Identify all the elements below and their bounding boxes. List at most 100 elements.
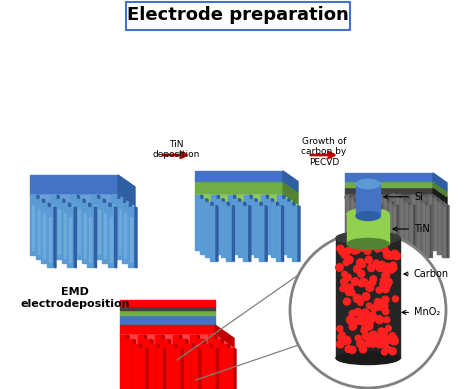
Polygon shape	[425, 205, 430, 257]
Text: EMD
electrodeposition: EMD electrodeposition	[20, 287, 130, 309]
Polygon shape	[433, 198, 438, 250]
Circle shape	[382, 265, 389, 272]
Polygon shape	[157, 344, 159, 389]
Circle shape	[361, 309, 369, 317]
Polygon shape	[421, 202, 426, 254]
Polygon shape	[282, 205, 283, 261]
Circle shape	[377, 194, 381, 198]
Circle shape	[349, 310, 356, 317]
Circle shape	[375, 340, 383, 348]
Polygon shape	[140, 344, 142, 389]
Circle shape	[356, 259, 365, 266]
Polygon shape	[254, 202, 260, 257]
Circle shape	[379, 261, 385, 267]
Polygon shape	[336, 238, 400, 358]
Circle shape	[360, 261, 365, 268]
Circle shape	[396, 202, 399, 205]
Polygon shape	[32, 205, 34, 250]
Circle shape	[357, 242, 365, 249]
Polygon shape	[164, 348, 165, 389]
Polygon shape	[210, 344, 212, 389]
Polygon shape	[388, 202, 392, 254]
Polygon shape	[128, 207, 135, 267]
Polygon shape	[221, 202, 228, 257]
Circle shape	[352, 318, 359, 326]
Circle shape	[388, 195, 391, 198]
Circle shape	[354, 294, 362, 303]
Circle shape	[384, 263, 390, 270]
Polygon shape	[201, 195, 203, 251]
Polygon shape	[277, 202, 279, 258]
Polygon shape	[421, 202, 426, 254]
Circle shape	[343, 259, 349, 266]
Polygon shape	[151, 340, 153, 389]
Polygon shape	[345, 173, 433, 181]
Polygon shape	[250, 195, 252, 251]
Polygon shape	[129, 203, 131, 264]
Circle shape	[339, 332, 345, 338]
Polygon shape	[359, 205, 364, 257]
Polygon shape	[84, 213, 86, 258]
Polygon shape	[120, 306, 215, 310]
Circle shape	[364, 197, 366, 200]
Polygon shape	[238, 202, 244, 257]
Polygon shape	[266, 195, 269, 251]
Circle shape	[390, 265, 397, 272]
Polygon shape	[366, 198, 371, 250]
Text: Electrode preparation: Electrode preparation	[127, 6, 349, 24]
Polygon shape	[438, 198, 440, 251]
Circle shape	[351, 248, 357, 254]
Circle shape	[380, 265, 386, 270]
Circle shape	[358, 317, 365, 324]
Polygon shape	[210, 348, 217, 389]
Polygon shape	[181, 348, 183, 389]
Text: TiN: TiN	[393, 224, 430, 234]
Polygon shape	[203, 344, 210, 389]
Polygon shape	[292, 205, 298, 261]
Circle shape	[374, 246, 381, 252]
Circle shape	[349, 346, 356, 354]
Polygon shape	[118, 209, 121, 254]
Polygon shape	[287, 202, 293, 257]
Circle shape	[385, 200, 388, 203]
Polygon shape	[395, 195, 400, 247]
Circle shape	[366, 303, 372, 308]
Circle shape	[384, 317, 390, 323]
Polygon shape	[124, 199, 126, 260]
Circle shape	[349, 290, 355, 296]
Polygon shape	[345, 187, 433, 195]
Polygon shape	[186, 340, 188, 389]
Circle shape	[385, 336, 392, 343]
Ellipse shape	[356, 212, 380, 221]
Circle shape	[389, 333, 396, 339]
Polygon shape	[288, 198, 290, 254]
Polygon shape	[366, 198, 371, 250]
Polygon shape	[139, 348, 146, 389]
Polygon shape	[90, 217, 91, 262]
Circle shape	[343, 336, 351, 345]
Polygon shape	[409, 202, 411, 254]
Polygon shape	[192, 344, 194, 389]
Circle shape	[376, 316, 383, 324]
Circle shape	[390, 262, 397, 269]
Polygon shape	[52, 205, 54, 250]
Polygon shape	[265, 205, 267, 261]
Polygon shape	[185, 344, 192, 389]
Circle shape	[377, 301, 384, 308]
Circle shape	[356, 198, 361, 203]
Polygon shape	[249, 205, 251, 261]
Polygon shape	[197, 335, 200, 389]
Circle shape	[392, 296, 398, 302]
Polygon shape	[345, 195, 447, 205]
Polygon shape	[442, 205, 447, 257]
Polygon shape	[371, 198, 373, 251]
Polygon shape	[37, 195, 39, 256]
Polygon shape	[433, 181, 447, 197]
Polygon shape	[283, 181, 298, 205]
Polygon shape	[359, 205, 364, 257]
Ellipse shape	[336, 352, 400, 364]
Polygon shape	[76, 199, 83, 259]
Polygon shape	[404, 202, 409, 254]
Circle shape	[369, 336, 375, 342]
Circle shape	[380, 280, 387, 288]
